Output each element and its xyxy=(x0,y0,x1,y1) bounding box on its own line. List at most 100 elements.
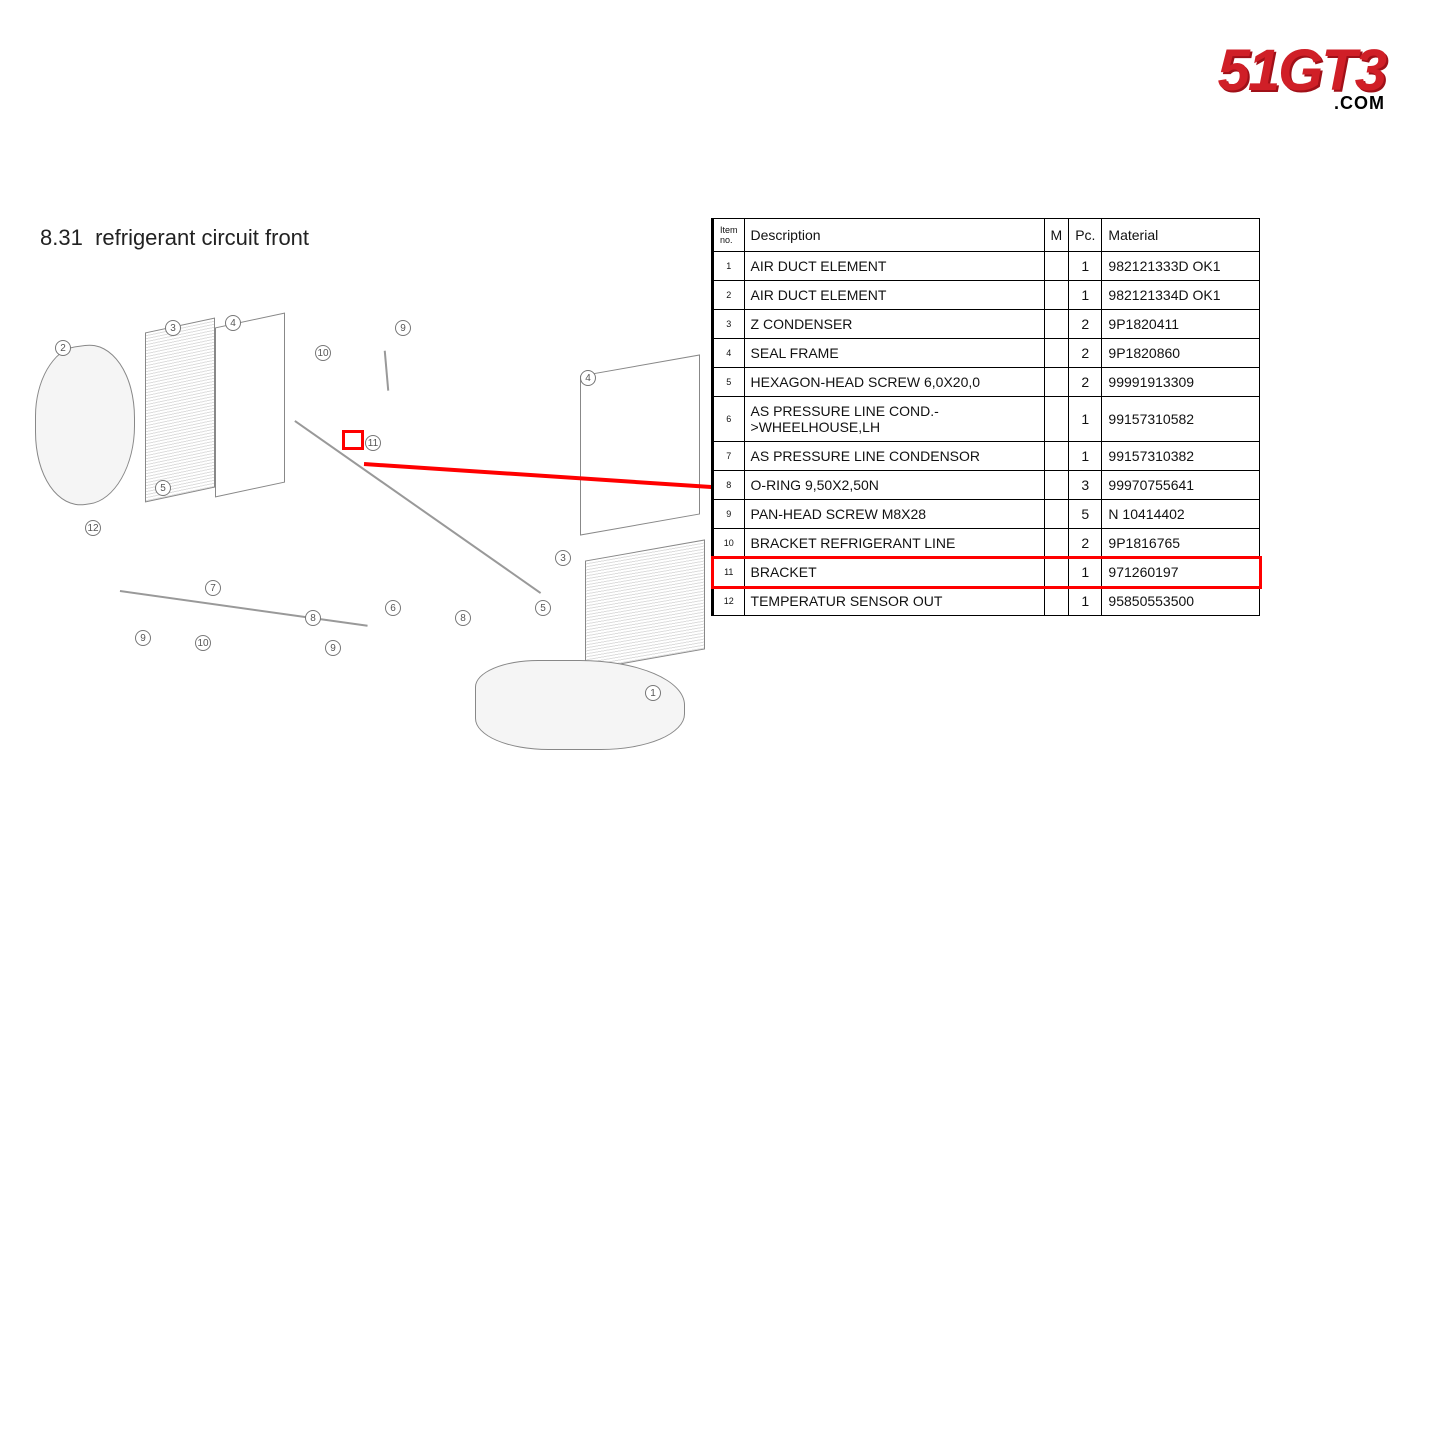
sketch-part xyxy=(475,660,685,750)
cell-pc: 3 xyxy=(1069,471,1102,500)
cell-pc: 2 xyxy=(1069,529,1102,558)
callout-number: 4 xyxy=(225,315,241,331)
table-row: 6AS PRESSURE LINE COND.->WHEELHOUSE,LH 19… xyxy=(713,397,1260,442)
table-row: 10BRACKET REFRIGERANT LINE 29P1816765 xyxy=(713,529,1260,558)
cell-material: 99157310382 xyxy=(1102,442,1260,471)
cell-pc: 1 xyxy=(1069,281,1102,310)
cell-description: TEMPERATUR SENSOR OUT xyxy=(744,587,1044,616)
cell-description: PAN-HEAD SCREW M8X28 xyxy=(744,500,1044,529)
cell-pc: 1 xyxy=(1069,558,1102,587)
header-m: M xyxy=(1044,219,1069,252)
table-row: 4SEAL FRAME 29P1820860 xyxy=(713,339,1260,368)
sketch-part xyxy=(35,338,135,512)
cell-pc: 5 xyxy=(1069,500,1102,529)
table-row: 9PAN-HEAD SCREW M8X28 5N 10414402 xyxy=(713,500,1260,529)
cell-description: AIR DUCT ELEMENT xyxy=(744,252,1044,281)
brand-logo: 51GT3 .COM xyxy=(1218,45,1385,114)
sketch-part xyxy=(145,318,215,503)
sketch-line xyxy=(384,351,389,391)
table-row: 1AIR DUCT ELEMENT1982121333D OK1 xyxy=(713,252,1260,281)
callout-number: 9 xyxy=(135,630,151,646)
cell-m xyxy=(1044,500,1069,529)
cell-description: AS PRESSURE LINE CONDENSOR xyxy=(744,442,1044,471)
section-name: refrigerant circuit front xyxy=(95,225,309,250)
cell-material: 982121334D OK1 xyxy=(1102,281,1260,310)
cell-item: 1 xyxy=(713,252,745,281)
cell-item: 3 xyxy=(713,310,745,339)
section-title: 8.31 refrigerant circuit front xyxy=(40,225,309,251)
parts-table: Item no. Description M Pc. Material 1AIR… xyxy=(711,218,1260,616)
callout-number: 12 xyxy=(85,520,101,536)
callout-number: 2 xyxy=(55,340,71,356)
parts-table-body: 1AIR DUCT ELEMENT1982121333D OK12AIR DUC… xyxy=(713,252,1260,616)
cell-material: 99157310582 xyxy=(1102,397,1260,442)
sketch-line xyxy=(120,590,368,626)
cell-description: O-RING 9,50X2,50N xyxy=(744,471,1044,500)
cell-item: 2 xyxy=(713,281,745,310)
diagram-placeholder: 23410911512768899105431 xyxy=(25,290,705,750)
callout-number: 8 xyxy=(455,610,471,626)
table-row: 11BRACKET 1971260197 xyxy=(713,558,1260,587)
cell-m xyxy=(1044,471,1069,500)
diagram-highlight-box xyxy=(342,430,364,450)
callout-number: 5 xyxy=(155,480,171,496)
table-row: 12TEMPERATUR SENSOR OUT195850553500 xyxy=(713,587,1260,616)
cell-material: 971260197 xyxy=(1102,558,1260,587)
cell-description: Z CONDENSER xyxy=(744,310,1044,339)
callout-number: 7 xyxy=(205,580,221,596)
cell-material: N 10414402 xyxy=(1102,500,1260,529)
cell-item: 7 xyxy=(713,442,745,471)
cell-material: 99970755641 xyxy=(1102,471,1260,500)
cell-material: 982121333D OK1 xyxy=(1102,252,1260,281)
cell-material: 95850553500 xyxy=(1102,587,1260,616)
cell-m xyxy=(1044,252,1069,281)
exploded-diagram: 23410911512768899105431 xyxy=(25,290,705,750)
header-material: Material xyxy=(1102,219,1260,252)
cell-description: BRACKET REFRIGERANT LINE xyxy=(744,529,1044,558)
callout-number: 5 xyxy=(535,600,551,616)
cell-item: 8 xyxy=(713,471,745,500)
cell-m xyxy=(1044,587,1069,616)
cell-description: AS PRESSURE LINE COND.->WHEELHOUSE,LH xyxy=(744,397,1044,442)
cell-m xyxy=(1044,397,1069,442)
cell-item: 9 xyxy=(713,500,745,529)
callout-number: 6 xyxy=(385,600,401,616)
header-item: Item no. xyxy=(713,219,745,252)
cell-description: AIR DUCT ELEMENT xyxy=(744,281,1044,310)
cell-material: 99991913309 xyxy=(1102,368,1260,397)
cell-material: 9P1820860 xyxy=(1102,339,1260,368)
cell-item: 4 xyxy=(713,339,745,368)
table-row: 5HEXAGON-HEAD SCREW 6,0X20,0299991913309 xyxy=(713,368,1260,397)
header-pc: Pc. xyxy=(1069,219,1102,252)
cell-pc: 2 xyxy=(1069,368,1102,397)
cell-pc: 1 xyxy=(1069,442,1102,471)
cell-description: SEAL FRAME xyxy=(744,339,1044,368)
section-number: 8.31 xyxy=(40,225,83,250)
cell-item: 12 xyxy=(713,587,745,616)
cell-pc: 2 xyxy=(1069,339,1102,368)
callout-number: 11 xyxy=(365,435,381,451)
table-row: 8O-RING 9,50X2,50N 399970755641 xyxy=(713,471,1260,500)
callout-number: 1 xyxy=(645,685,661,701)
cell-m xyxy=(1044,442,1069,471)
callout-number: 3 xyxy=(555,550,571,566)
cell-m xyxy=(1044,558,1069,587)
cell-item: 11 xyxy=(713,558,745,587)
callout-number: 4 xyxy=(580,370,596,386)
cell-m xyxy=(1044,529,1069,558)
callout-number: 9 xyxy=(395,320,411,336)
cell-description: BRACKET xyxy=(744,558,1044,587)
cell-item: 10 xyxy=(713,529,745,558)
cell-material: 9P1816765 xyxy=(1102,529,1260,558)
callout-number: 10 xyxy=(195,635,211,651)
callout-number: 9 xyxy=(325,640,341,656)
cell-pc: 1 xyxy=(1069,397,1102,442)
cell-m xyxy=(1044,339,1069,368)
table-row: 7AS PRESSURE LINE CONDENSOR 199157310382 xyxy=(713,442,1260,471)
cell-item: 6 xyxy=(713,397,745,442)
cell-m xyxy=(1044,310,1069,339)
callout-number: 10 xyxy=(315,345,331,361)
sketch-part xyxy=(580,354,700,535)
logo-main-text: 51GT3 xyxy=(1218,45,1385,97)
cell-pc: 1 xyxy=(1069,252,1102,281)
